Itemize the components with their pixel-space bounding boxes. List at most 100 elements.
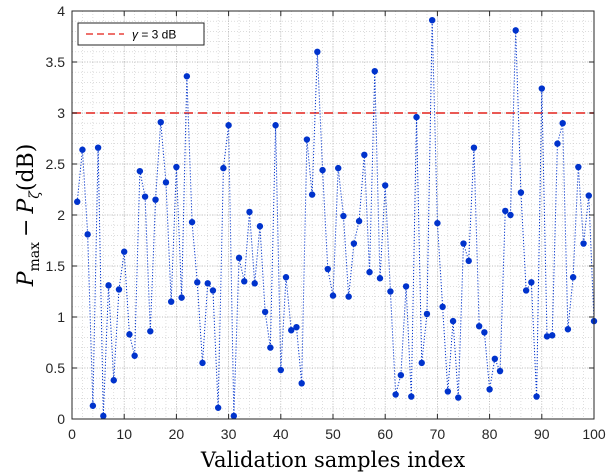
data-point: [428, 16, 436, 24]
data-point: [84, 231, 91, 238]
y-axis-title: Pmax−Pζ(dB): [14, 144, 43, 288]
data-point: [230, 412, 238, 420]
data-point: [335, 164, 342, 172]
legend-label-threshold: γ = 3 dB: [132, 28, 176, 42]
data-point: [444, 388, 452, 395]
data-point: [282, 274, 290, 281]
data-point: [549, 332, 556, 339]
data-point: [486, 386, 493, 393]
data-point: [241, 278, 248, 285]
data-point: [194, 279, 201, 286]
data-point: [267, 344, 274, 351]
data-point: [402, 283, 410, 290]
data-point: [100, 412, 107, 420]
data-point: [308, 191, 316, 198]
data-point: [220, 164, 227, 172]
data-point: [512, 27, 519, 34]
data-point: [74, 198, 81, 205]
data-point: [382, 182, 389, 189]
y-tick-label: 1.5: [46, 258, 66, 274]
data-point: [434, 219, 441, 227]
data-point: [580, 240, 587, 247]
y-tick-label: 0: [57, 411, 65, 427]
data-point: [131, 352, 138, 359]
x-tick-label: 40: [273, 426, 289, 442]
data-point: [121, 248, 128, 255]
data-point: [470, 144, 478, 151]
data-point: [214, 404, 222, 411]
data-point: [293, 324, 300, 331]
x-tick-label: 50: [325, 426, 341, 442]
data-point: [147, 328, 154, 335]
data-point: [449, 317, 457, 325]
data-point: [559, 120, 566, 127]
data-point: [392, 391, 399, 398]
data-point: [173, 163, 180, 171]
data-point: [361, 151, 368, 159]
data-point: [105, 282, 112, 289]
y-tick-label: 0.5: [46, 360, 66, 376]
data-point: [329, 292, 337, 299]
data-point: [397, 371, 405, 379]
data-point: [455, 394, 462, 401]
data-point: [350, 240, 358, 247]
x-tick-label: 90: [534, 426, 550, 442]
data-point: [496, 367, 504, 375]
legend-box: [77, 22, 205, 46]
data-point: [569, 274, 577, 281]
x-axis-title: Validation samples index: [200, 448, 466, 472]
data-point: [251, 280, 258, 287]
data-point: [507, 211, 514, 219]
data-point: [167, 298, 175, 305]
data-point: [261, 308, 269, 316]
data-point: [277, 366, 284, 374]
x-tick-label: 20: [169, 426, 185, 442]
data-point: [298, 380, 305, 387]
data-point: [528, 279, 535, 286]
x-tick-label: 70: [430, 426, 446, 442]
y-tick-label: 3.5: [46, 54, 66, 70]
data-point: [585, 192, 592, 199]
data-point: [538, 85, 545, 92]
data-point: [94, 144, 102, 151]
data-point: [199, 359, 206, 367]
data-point: [235, 254, 243, 262]
data-point: [575, 163, 582, 171]
x-tick-label: 30: [221, 426, 237, 442]
data-point: [502, 207, 509, 215]
data-point: [188, 218, 196, 226]
data-point: [152, 196, 159, 203]
data-point: [225, 122, 232, 129]
data-point: [162, 179, 170, 186]
y-tick-label: 2.5: [46, 156, 66, 172]
x-tick-label: 60: [377, 426, 393, 442]
legend: γ = 3 dB: [77, 22, 205, 46]
data-point: [303, 136, 311, 143]
x-tick-labels: 0 10 20 30 40 50 60 70 80 90 100: [68, 426, 606, 442]
data-point: [475, 322, 483, 330]
ticks: [71, 10, 595, 420]
data-point: [288, 327, 295, 334]
data-point: [178, 294, 185, 301]
data-point: [564, 326, 572, 333]
data-point: [256, 223, 264, 230]
y-tick-labels: 0 0.5 1 1.5 2 2.5 3 3.5 4: [46, 3, 66, 427]
data-point: [355, 217, 363, 225]
data-points: [74, 16, 598, 420]
data-point: [340, 212, 347, 220]
data-point: [115, 286, 123, 293]
y-tick-label: 4: [57, 3, 65, 19]
y-tick-label: 1: [57, 309, 65, 325]
y-tick-label: 2: [57, 207, 65, 223]
data-point: [110, 377, 117, 384]
data-point: [413, 113, 420, 121]
data-point: [543, 333, 551, 340]
x-tick-label: 100: [582, 426, 606, 442]
data-point: [324, 265, 331, 273]
data-point: [423, 310, 431, 318]
data-point: [183, 73, 191, 80]
data-point: [157, 118, 164, 126]
data-point: [319, 166, 326, 174]
